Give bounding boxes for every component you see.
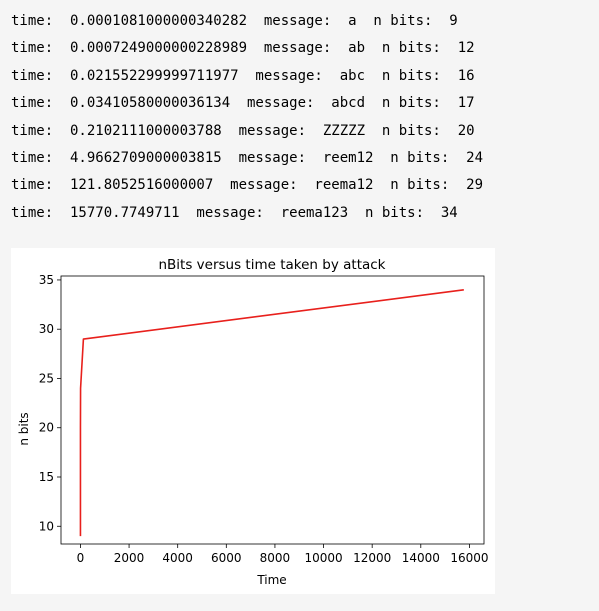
x-tick-label: 2000 bbox=[114, 551, 145, 565]
plot-frame bbox=[60, 275, 485, 545]
chart-title: nBits versus time taken by attack bbox=[158, 257, 385, 273]
x-tick-label: 8000 bbox=[260, 551, 291, 565]
output-line: time: 15770.7749711 message: reema123 n … bbox=[11, 204, 458, 221]
y-tick-label: 35 bbox=[39, 273, 54, 287]
x-tick-label: 16000 bbox=[450, 551, 488, 565]
output-line: time: 0.03410580000036134 message: abcd … bbox=[11, 95, 475, 112]
output-line: time: 121.8052516000007 message: reema12… bbox=[11, 177, 484, 194]
output-line: time: 0.2102111000003788 message: ZZZZZ … bbox=[11, 122, 475, 139]
x-tick-label: 4000 bbox=[162, 551, 193, 565]
plot-output: 0 2000 4000 6000 8000 10000 12000 14000 16000 10 1… bbox=[11, 248, 495, 594]
y-tick-label: 15 bbox=[39, 470, 54, 484]
output-line: time: 0.0007249000000228989 message: ab … bbox=[11, 40, 475, 57]
x-tick-label: 10000 bbox=[304, 551, 342, 565]
y-tick-label: 20 bbox=[39, 421, 54, 435]
y-tick-label: 10 bbox=[39, 519, 54, 533]
output-line: time: 0.021552299999711977 message: abc … bbox=[11, 67, 475, 84]
y-tick-label: 25 bbox=[39, 371, 54, 385]
x-tick-label: 12000 bbox=[353, 551, 391, 565]
output-line: time: 4.9662709000003815 message: reem12… bbox=[11, 149, 484, 166]
y-tick-label: 30 bbox=[39, 322, 54, 336]
x-axis-label: Time bbox=[256, 573, 286, 587]
line-chart: 0 2000 4000 6000 8000 10000 12000 14000 16000 10 1… bbox=[17, 257, 489, 587]
series-line bbox=[79, 288, 464, 537]
x-tick-label: 6000 bbox=[211, 551, 242, 565]
x-tick-label: 14000 bbox=[402, 551, 440, 565]
x-tick-label: 0 bbox=[77, 551, 85, 565]
y-axis-label: n bits bbox=[17, 412, 31, 445]
cell-output: time: 0.0001081000000340282 message: a n… bbox=[11, 8, 483, 227]
output-line: time: 0.0001081000000340282 message: a n… bbox=[11, 13, 458, 29]
